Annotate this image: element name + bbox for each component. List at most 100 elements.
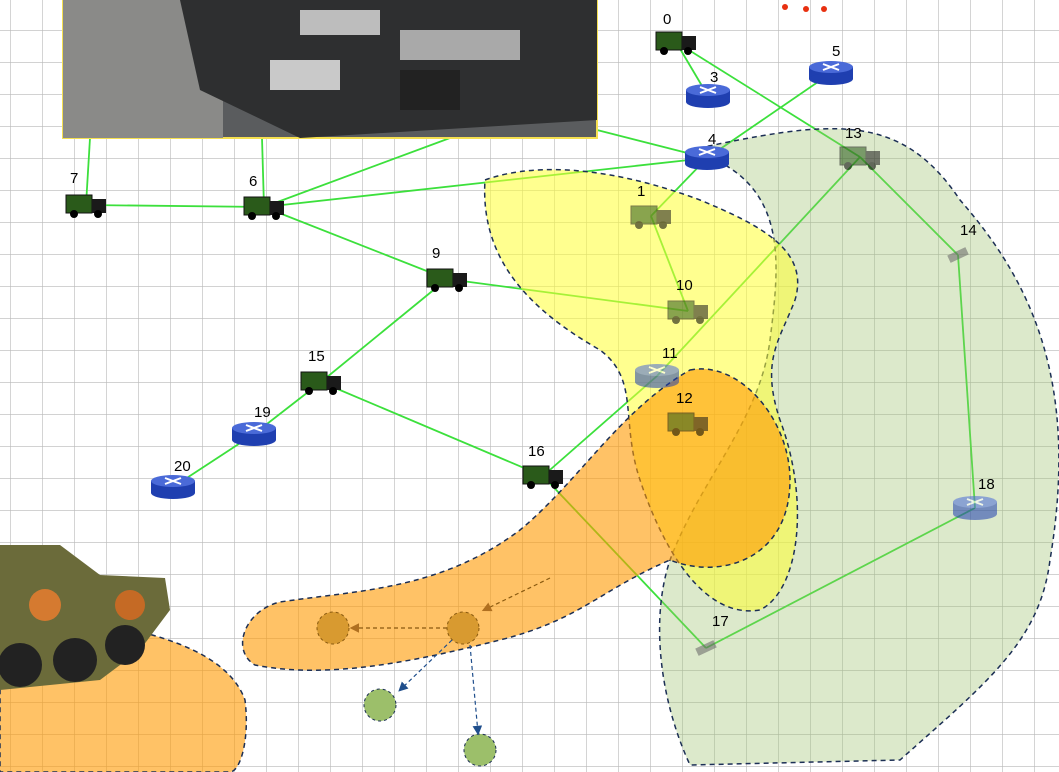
truck-body [300, 371, 328, 391]
wheel [684, 47, 692, 55]
wheel [696, 428, 704, 436]
truck-cab [92, 199, 106, 213]
orange-point [446, 611, 480, 645]
vehicle-node [667, 300, 708, 324]
orange-point [316, 611, 350, 645]
node-label: 11 [662, 345, 678, 362]
link [85, 204, 265, 208]
vehicle-node [655, 31, 696, 55]
truck-body [839, 146, 867, 166]
router-base [809, 73, 853, 85]
wheel [635, 221, 643, 229]
truck-cab [694, 417, 708, 431]
wheel [659, 221, 667, 229]
wheel [551, 481, 559, 489]
truck-body [667, 412, 695, 432]
router-base [686, 96, 730, 108]
router-base [232, 434, 276, 446]
wheel [272, 212, 280, 220]
truck-cab [453, 273, 467, 287]
vehicle-node [426, 268, 467, 292]
link [263, 137, 451, 208]
node-label: 19 [254, 404, 271, 421]
vehicle-node [243, 196, 284, 220]
link [706, 72, 832, 159]
wheel [94, 210, 102, 218]
router-base [953, 508, 997, 520]
green-point [363, 688, 397, 722]
wheel [696, 316, 704, 324]
link [263, 206, 448, 280]
wheel [527, 481, 535, 489]
truck-cab [682, 36, 696, 50]
link [675, 41, 861, 158]
vehicle-node [630, 205, 671, 229]
router-x [966, 498, 984, 506]
router-x [822, 63, 840, 71]
wheel [455, 284, 463, 292]
wheel [672, 428, 680, 436]
node-label: 17 [712, 613, 729, 630]
router-x [648, 366, 666, 374]
wheel [431, 284, 439, 292]
vehicle-node [300, 371, 341, 395]
truck-body [522, 465, 550, 485]
node-label: 15 [308, 348, 325, 365]
node-label: 3 [710, 69, 718, 86]
router-x [164, 477, 182, 485]
truck-cab [866, 151, 880, 165]
link [859, 156, 959, 256]
node-label: 20 [174, 458, 191, 475]
link [85, 137, 91, 206]
router [809, 61, 853, 85]
router-x [698, 148, 716, 156]
truck-body [65, 194, 93, 214]
green-point [463, 733, 497, 767]
small-vehicle [695, 640, 717, 656]
router [232, 422, 276, 446]
link [957, 254, 976, 509]
truck-cab [327, 376, 341, 390]
node-label: 12 [676, 390, 693, 407]
arrows [349, 577, 551, 736]
truck-body [426, 268, 454, 288]
wheel [305, 387, 313, 395]
ellipsis-dots [782, 4, 827, 12]
router-base [685, 158, 729, 170]
truck-body [667, 300, 695, 320]
node-label: 4 [708, 131, 716, 148]
wheel [660, 47, 668, 55]
truck-cab [657, 210, 671, 224]
node-label: 6 [249, 173, 257, 190]
router [635, 364, 679, 388]
vehicle-node [839, 146, 880, 170]
vehicle-node [65, 194, 106, 218]
router-x [245, 424, 263, 432]
truck-body [655, 31, 683, 51]
router [686, 84, 730, 108]
wheel [672, 316, 680, 324]
node-label: 18 [978, 476, 995, 493]
node-label: 0 [663, 11, 671, 28]
node-label: 13 [845, 125, 862, 142]
router [953, 496, 997, 520]
wheel [329, 387, 337, 395]
vehicle-image [0, 545, 170, 690]
vehicle-node [695, 640, 717, 656]
vehicle-node [522, 465, 563, 489]
node-label: 9 [432, 245, 440, 262]
router [151, 475, 195, 499]
router-base [151, 487, 195, 499]
small-vehicle [947, 247, 969, 263]
node-label: 1 [637, 183, 645, 200]
node-label: 7 [70, 170, 78, 187]
link [320, 278, 448, 383]
node-label: 10 [676, 277, 693, 294]
router-base [635, 376, 679, 388]
link [261, 137, 265, 208]
wheel [248, 212, 256, 220]
wheel [868, 162, 876, 170]
orange-zone [241, 368, 791, 671]
